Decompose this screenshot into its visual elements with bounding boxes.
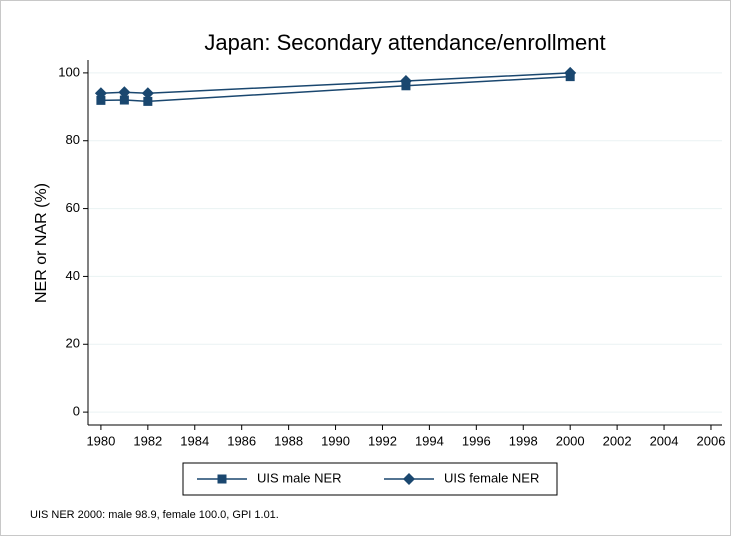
y-tick-label: 20 (66, 336, 80, 351)
marker (399, 75, 412, 88)
x-tick-label: 1982 (133, 433, 162, 448)
x-tick-label: 1988 (274, 433, 303, 448)
marker (143, 96, 153, 106)
marker (141, 87, 154, 100)
x-tick-label: 1992 (368, 433, 397, 448)
x-tick-label: 1990 (321, 433, 350, 448)
marker (403, 473, 415, 485)
legend-label: UIS female NER (444, 470, 539, 485)
marker (118, 86, 131, 99)
x-tick-label: 2002 (603, 433, 632, 448)
x-tick-label: 1984 (180, 433, 209, 448)
x-tick-label: 1994 (415, 433, 444, 448)
marker (564, 66, 577, 79)
y-tick-label: 40 (66, 268, 80, 283)
marker (96, 95, 106, 105)
x-tick-label: 1996 (462, 433, 491, 448)
x-tick-label: 1980 (86, 433, 115, 448)
chart-title: Japan: Secondary attendance/enrollment (204, 30, 605, 55)
y-tick-label: 60 (66, 200, 80, 215)
x-tick-label: 2006 (697, 433, 726, 448)
y-tick-label: 100 (58, 64, 80, 79)
x-tick-label: 1998 (509, 433, 538, 448)
x-tick-label: 1986 (227, 433, 256, 448)
x-tick-label: 2004 (650, 433, 679, 448)
x-tick-label: 2000 (556, 433, 585, 448)
marker (217, 474, 227, 484)
marker (119, 95, 129, 105)
marker (94, 87, 107, 100)
note: UIS NER 2000: male 98.9, female 100.0, G… (30, 509, 279, 521)
y-tick-label: 80 (66, 132, 80, 147)
y-tick-label: 0 (73, 404, 80, 419)
y-axis-label: NER or NAR (%) (33, 183, 50, 303)
legend-label: UIS male NER (257, 470, 342, 485)
